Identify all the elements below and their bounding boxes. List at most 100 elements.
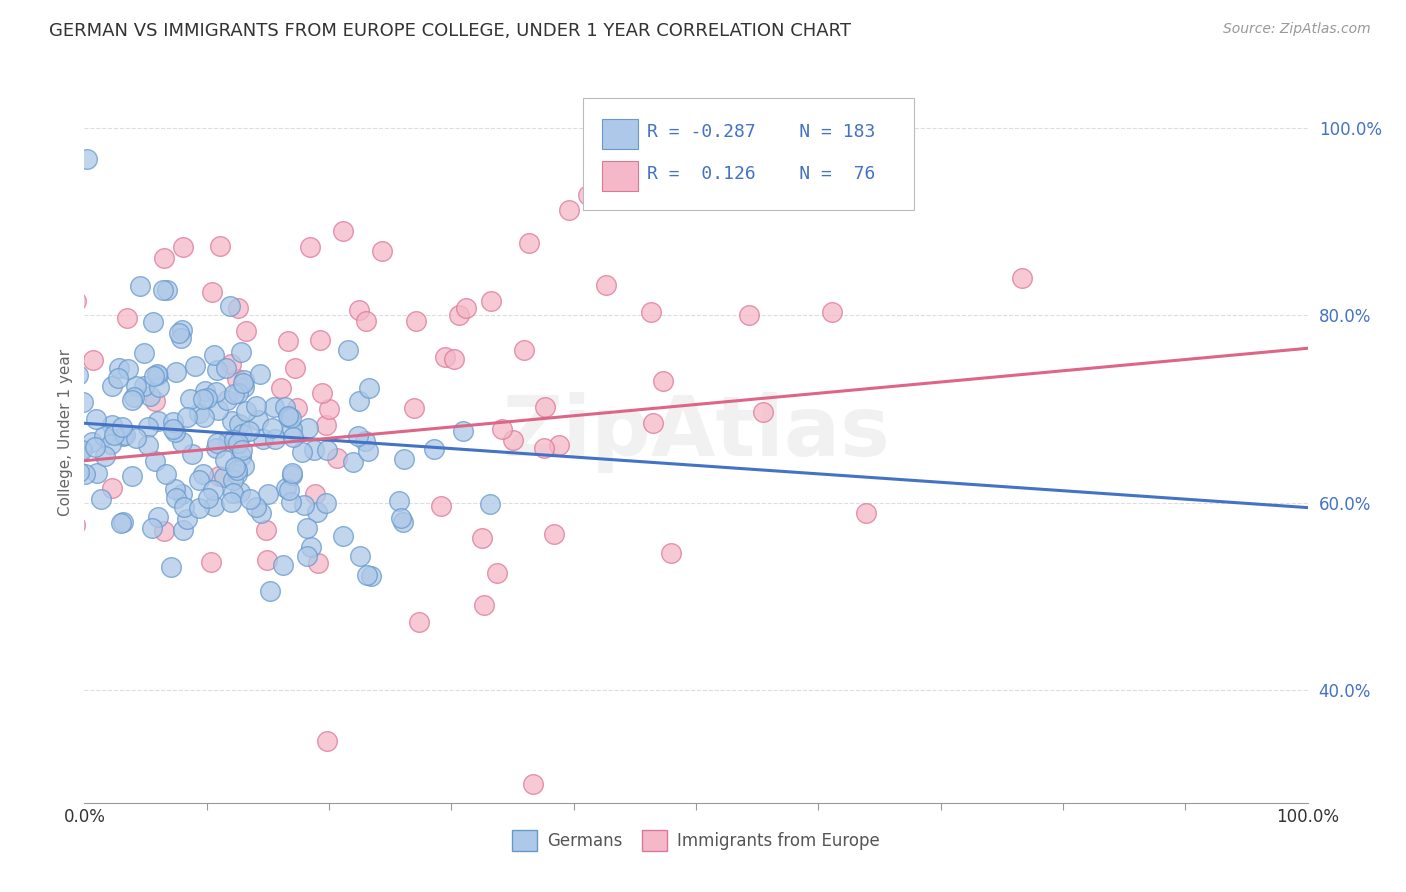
Point xyxy=(316,442,339,457)
Point xyxy=(273,558,295,573)
Point xyxy=(49,320,72,334)
Point xyxy=(134,346,156,360)
Point xyxy=(146,367,169,381)
Point xyxy=(179,392,201,406)
Point xyxy=(148,414,170,428)
Point xyxy=(76,153,98,167)
Point xyxy=(231,450,253,464)
Point xyxy=(247,412,270,426)
Point xyxy=(201,285,224,300)
Point xyxy=(205,363,228,377)
Text: ZipAtlas: ZipAtlas xyxy=(502,392,890,473)
Point xyxy=(209,238,232,252)
Point xyxy=(252,432,274,446)
Point xyxy=(360,569,382,583)
Point xyxy=(187,500,209,515)
Point xyxy=(256,486,278,500)
Point xyxy=(595,277,617,292)
Point xyxy=(285,401,308,415)
Point xyxy=(249,367,271,381)
Point xyxy=(134,379,156,393)
Point xyxy=(238,424,260,438)
Point xyxy=(326,450,349,465)
Point xyxy=(191,392,214,406)
Point xyxy=(48,371,70,385)
Point xyxy=(576,188,599,202)
Point xyxy=(172,487,194,501)
Point xyxy=(143,369,166,384)
Point xyxy=(172,523,194,537)
Point xyxy=(280,411,302,425)
Point xyxy=(108,360,131,375)
Point xyxy=(136,438,159,452)
Point xyxy=(207,402,229,417)
Point xyxy=(752,405,775,419)
Point xyxy=(187,473,209,487)
Point xyxy=(284,361,307,376)
Point xyxy=(205,441,228,455)
Point xyxy=(194,384,217,398)
Point xyxy=(0,239,14,253)
Point xyxy=(28,484,51,499)
Point xyxy=(107,371,129,385)
Point xyxy=(112,429,135,443)
Point xyxy=(405,314,427,328)
Point xyxy=(502,433,524,447)
Point xyxy=(75,467,97,482)
Point xyxy=(165,491,187,506)
Point xyxy=(451,424,474,438)
Point xyxy=(162,415,184,429)
Point xyxy=(346,429,368,443)
Point xyxy=(1011,270,1033,285)
Point xyxy=(280,495,302,509)
Point xyxy=(183,359,205,374)
Point xyxy=(281,422,304,436)
Point xyxy=(69,443,91,458)
Point xyxy=(354,314,377,328)
Point xyxy=(281,467,304,482)
Point xyxy=(225,372,247,386)
Point xyxy=(517,235,540,250)
Point xyxy=(125,378,148,392)
Point xyxy=(277,334,299,349)
Point xyxy=(250,506,273,520)
Point xyxy=(641,416,664,430)
Point xyxy=(172,323,194,337)
Point xyxy=(20,468,42,483)
Point xyxy=(72,442,94,457)
Point xyxy=(228,417,250,432)
Point xyxy=(111,419,134,434)
Point xyxy=(222,474,245,488)
Point xyxy=(224,460,246,475)
Point xyxy=(478,497,501,511)
Point xyxy=(82,352,104,367)
Point xyxy=(347,393,370,408)
Point xyxy=(332,529,354,543)
Point xyxy=(391,515,413,529)
Point xyxy=(170,331,193,345)
Point xyxy=(100,437,122,451)
Point xyxy=(229,344,252,359)
Point xyxy=(512,343,534,357)
Point xyxy=(94,450,117,464)
Point xyxy=(67,368,90,382)
Point xyxy=(222,387,245,401)
Point xyxy=(357,444,380,458)
Point xyxy=(342,455,364,469)
Point xyxy=(307,556,329,570)
Point xyxy=(254,524,277,538)
Point xyxy=(543,527,565,541)
Point xyxy=(229,485,252,500)
Point xyxy=(176,410,198,425)
Point xyxy=(226,301,249,315)
Point xyxy=(226,467,249,481)
Text: GERMAN VS IMMIGRANTS FROM EUROPE COLLEGE, UNDER 1 YEAR CORRELATION CHART: GERMAN VS IMMIGRANTS FROM EUROPE COLLEGE… xyxy=(49,22,851,40)
Point xyxy=(276,481,298,495)
Point xyxy=(148,380,170,394)
Point xyxy=(8,410,31,425)
Point xyxy=(233,373,256,387)
Text: R =  0.126    N =  76: R = 0.126 N = 76 xyxy=(647,165,875,183)
Point xyxy=(534,400,557,414)
Point xyxy=(235,324,257,338)
Point xyxy=(260,420,283,434)
